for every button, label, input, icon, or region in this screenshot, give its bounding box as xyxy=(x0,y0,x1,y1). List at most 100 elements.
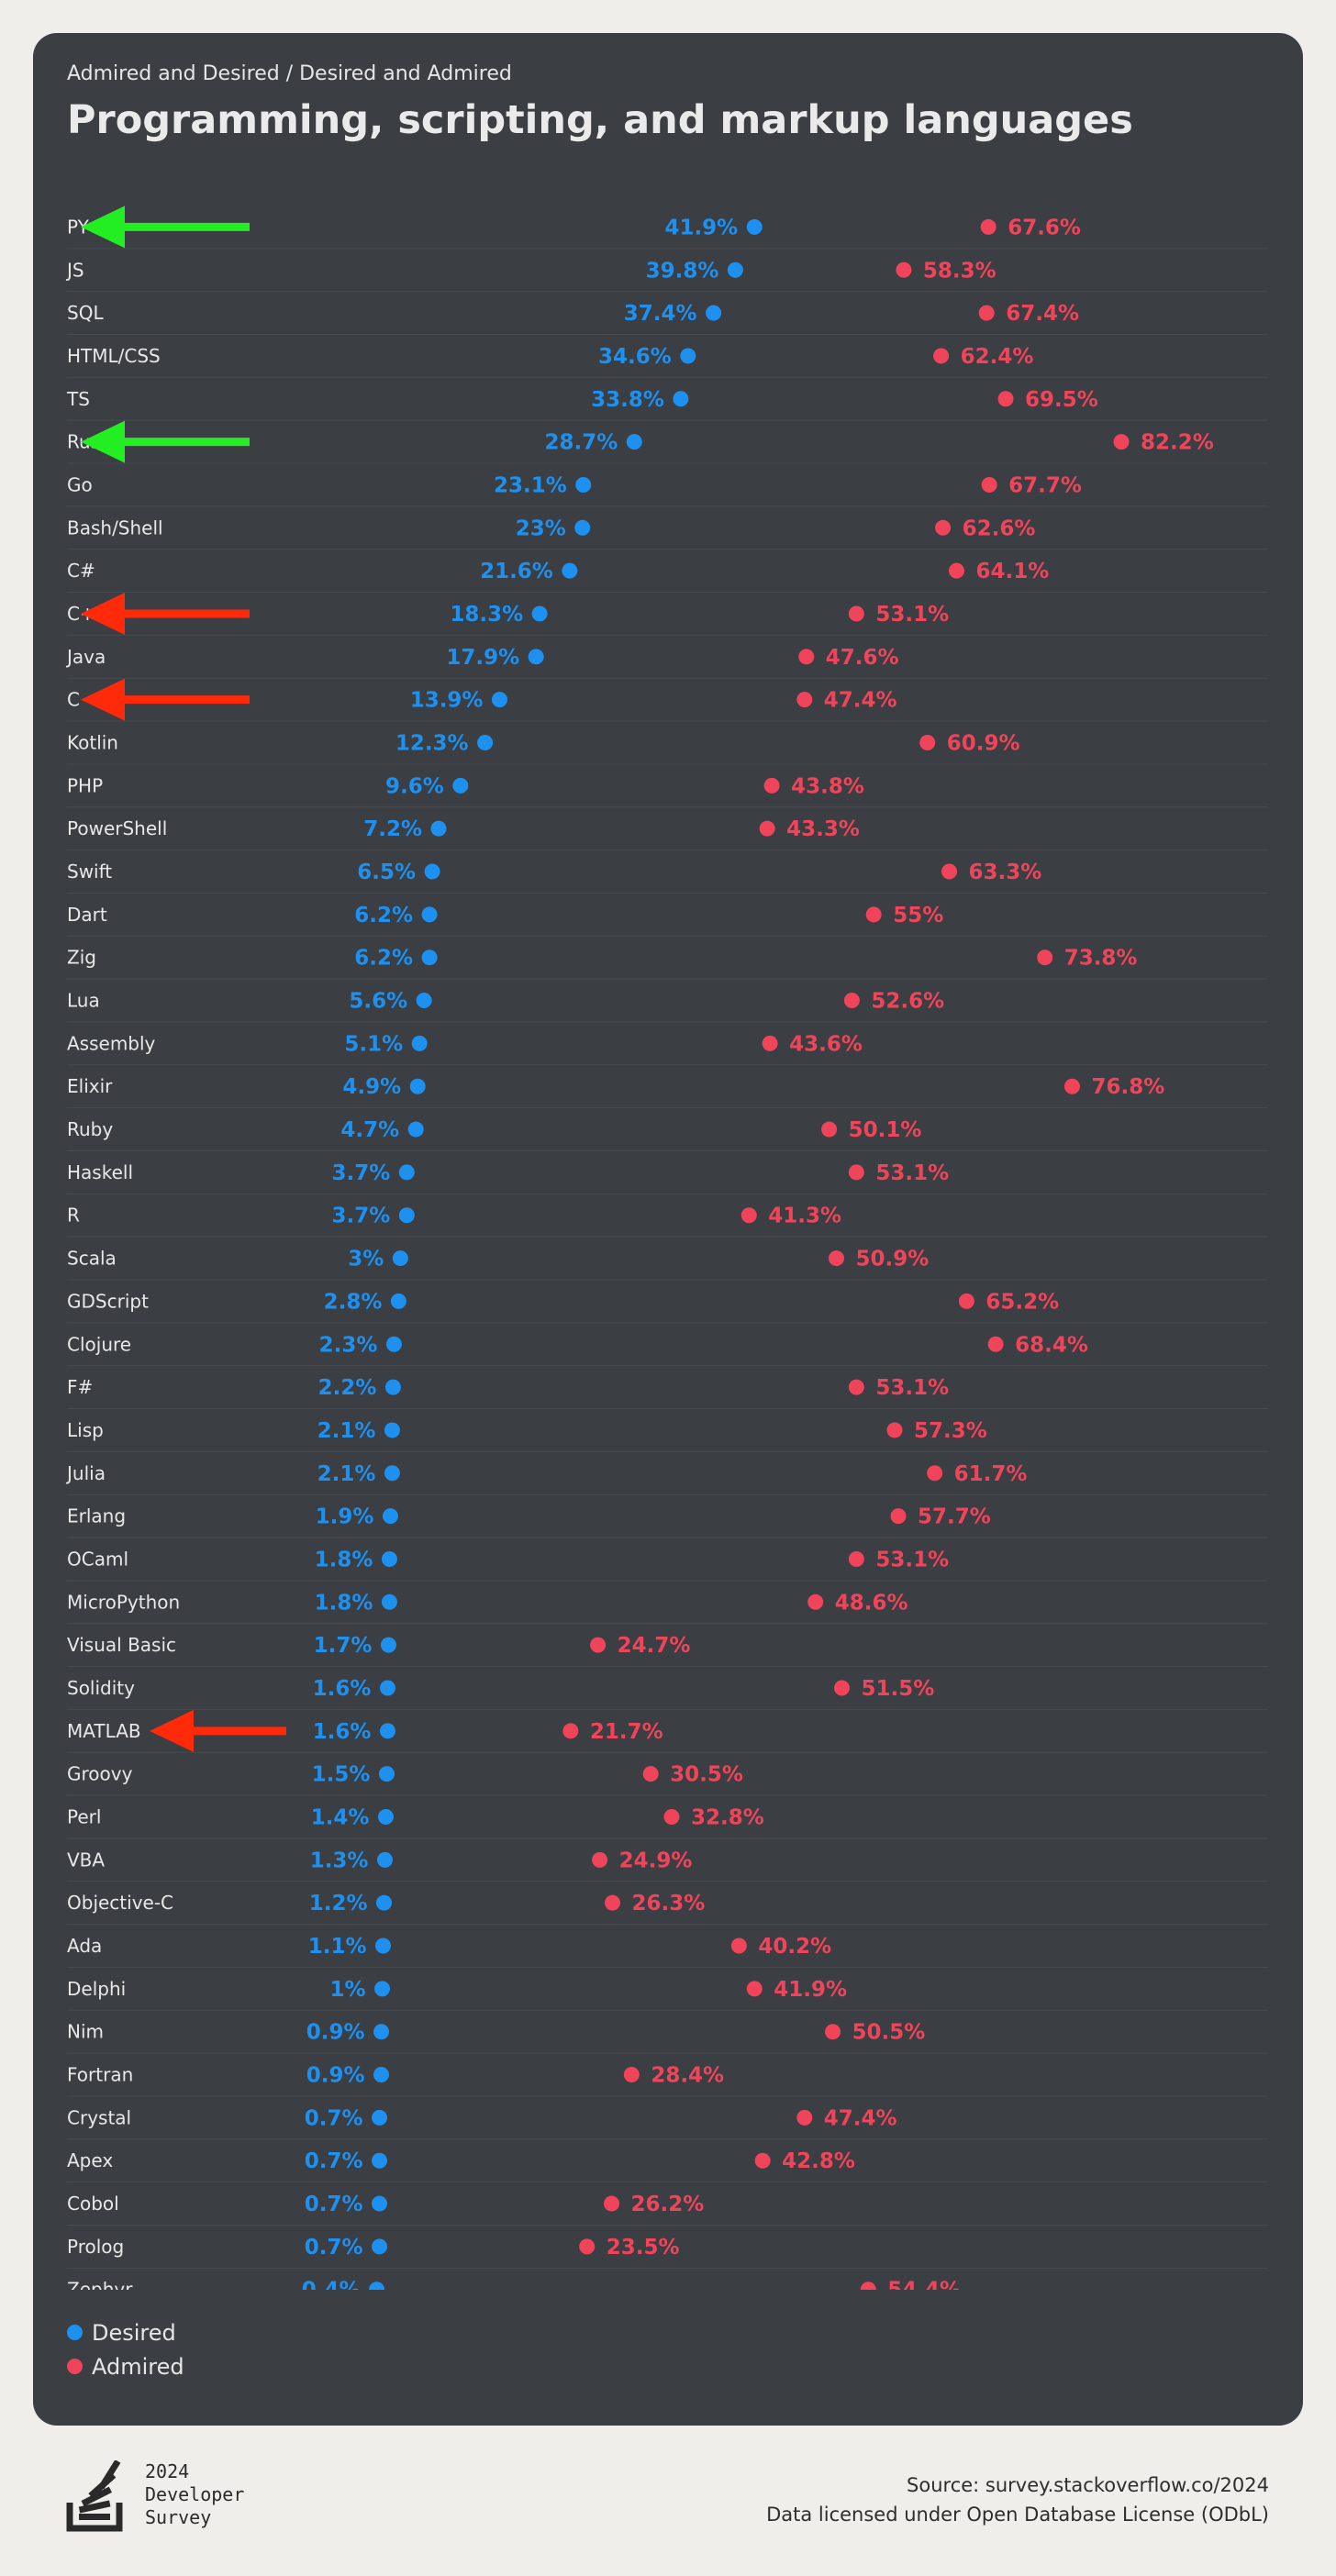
desired-dot xyxy=(384,1379,401,1395)
legend-desired: Desired xyxy=(67,2315,184,2349)
row-prolog: Prolog 0.7% 23.5% xyxy=(67,2224,1268,2260)
desired-value-label: 7.2% xyxy=(363,817,422,841)
highlight-arrow-py-icon xyxy=(81,205,250,249)
admired-dot xyxy=(935,519,952,536)
admired-dot xyxy=(623,2067,640,2083)
row-r: R 3.7% 41.3% xyxy=(67,1193,1268,1228)
desired-value-label: 9.6% xyxy=(385,774,444,798)
desired-dot xyxy=(372,2195,388,2212)
category-label: Clojure xyxy=(67,1333,131,1355)
desired-dot xyxy=(384,1465,400,1482)
admired-value-label: 41.3% xyxy=(768,1205,841,1228)
category-label: C# xyxy=(67,560,95,582)
admired-value-label: 64.1% xyxy=(975,560,1049,583)
admired-value-label: 76.8% xyxy=(1091,1075,1164,1099)
desired-value-label: 34.6% xyxy=(598,345,672,369)
legend-admired: Admired xyxy=(67,2349,184,2383)
admired-dot xyxy=(798,649,815,665)
row-swift: Swift 6.5% 63.3% xyxy=(67,849,1268,884)
category-label: Zephyr xyxy=(67,2279,133,2290)
legend-desired-label: Desired xyxy=(92,2319,176,2346)
category-label: Haskell xyxy=(67,1161,133,1183)
desired-value-label: 23.1% xyxy=(494,473,567,497)
admired-value-label: 53.1% xyxy=(875,1376,949,1400)
desired-value-label: 0.7% xyxy=(305,2236,363,2260)
category-label: SQL xyxy=(67,302,104,324)
desired-dot xyxy=(409,1078,426,1094)
desired-value-label: 2.1% xyxy=(317,1462,376,1486)
desired-value-label: 1.2% xyxy=(309,1892,368,1915)
category-label: Crystal xyxy=(67,2106,131,2128)
row-haskell: Haskell 3.7% 53.1% xyxy=(67,1149,1268,1185)
admired-value-label: 63.3% xyxy=(969,861,1042,884)
category-label: Swift xyxy=(67,861,112,883)
admired-dot xyxy=(1037,949,1053,966)
row-delphi: Delphi 1% 41.9% xyxy=(67,1966,1268,2002)
row-bash-shell: Bash/Shell 23% 62.6% xyxy=(67,505,1268,540)
desired-dot xyxy=(673,391,689,407)
category-label: PHP xyxy=(67,774,103,796)
admired-dot xyxy=(919,735,936,750)
admired-value-label: 55% xyxy=(893,904,943,927)
admired-value-label: 54.4% xyxy=(887,2279,961,2290)
admired-dot xyxy=(978,305,995,321)
row-scala: Scala 3% 50.9% xyxy=(67,1236,1268,1271)
row-powershell: PowerShell 7.2% 43.3% xyxy=(67,806,1268,841)
row-cobol: Cobol 0.7% 26.2% xyxy=(67,2182,1268,2216)
admired-dot xyxy=(604,2195,620,2212)
admired-dot xyxy=(763,777,780,794)
desired-dot xyxy=(376,1851,393,1868)
admired-dot xyxy=(1113,434,1130,450)
admired-dot xyxy=(1063,1078,1080,1094)
category-label: Ruby xyxy=(67,1118,113,1140)
logo-line-developer: Developer xyxy=(145,2483,245,2505)
category-label: OCaml xyxy=(67,1548,128,1570)
admired-dot xyxy=(948,562,964,579)
admired-dot xyxy=(941,863,958,880)
admired-value-label: 67.7% xyxy=(1008,473,1082,497)
row-rust: Rust28.7%82.2% xyxy=(67,419,1268,455)
row-elixir: Elixir 4.9% 76.8% xyxy=(67,1064,1268,1099)
admired-dot xyxy=(843,993,860,1009)
admired-dot xyxy=(981,476,997,493)
row-php: PHP 9.6% 43.8% xyxy=(67,763,1268,798)
admired-value-label: 57.3% xyxy=(914,1419,987,1443)
source-text: Source: survey.stackoverflow.co/2024 xyxy=(907,2474,1269,2496)
desired-dot xyxy=(746,218,763,235)
desired-dot xyxy=(375,1938,392,1954)
admired-value-label: 50.9% xyxy=(856,1248,930,1271)
admired-dot xyxy=(980,218,996,235)
admired-dot xyxy=(848,1164,864,1181)
category-label: Ada xyxy=(67,1935,102,1957)
admired-value-label: 57.7% xyxy=(918,1505,991,1529)
admired-value-label: 47.6% xyxy=(826,646,899,670)
admired-dot-icon xyxy=(67,2359,83,2374)
admired-value-label: 62.4% xyxy=(961,345,1034,369)
admired-dot xyxy=(890,1508,907,1525)
row-perl: Perl 1.4% 32.8% xyxy=(67,1794,1268,1830)
desired-value-label: 21.6% xyxy=(480,560,553,583)
desired-value-label: 1.1% xyxy=(308,1935,367,1959)
row-vba: VBA 1.3% 24.9% xyxy=(67,1838,1268,1872)
desired-dot xyxy=(379,1680,395,1696)
admired-value-label: 47.4% xyxy=(824,2106,897,2130)
admired-dot xyxy=(663,1809,680,1825)
desired-value-label: 0.7% xyxy=(305,2106,363,2130)
desired-value-label: 1.8% xyxy=(315,1591,373,1615)
desired-dot xyxy=(378,1766,395,1782)
desired-dot xyxy=(407,1121,424,1138)
admired-value-label: 82.2% xyxy=(1141,431,1214,455)
category-label: Visual Basic xyxy=(67,1634,176,1656)
admired-dot xyxy=(754,2152,771,2169)
category-label: PowerShell xyxy=(67,817,167,839)
logo-year: 2024 xyxy=(145,2460,190,2482)
category-label: Kotlin xyxy=(67,732,118,754)
dumbbell-chart: PY 41.9% 67.6% JS 39.8% 58.3% SQL 37.4% 67.4% HTM… xyxy=(65,205,1268,2290)
admired-value-label: 65.2% xyxy=(985,1290,1059,1314)
admired-value-label: 26.2% xyxy=(631,2193,705,2216)
row-ocaml: OCaml 1.8% 53.1% xyxy=(67,1537,1268,1571)
admired-dot xyxy=(860,2282,876,2290)
desired-dot xyxy=(398,1207,415,1224)
desired-value-label: 3.7% xyxy=(332,1161,391,1185)
admired-dot xyxy=(746,1981,763,1997)
